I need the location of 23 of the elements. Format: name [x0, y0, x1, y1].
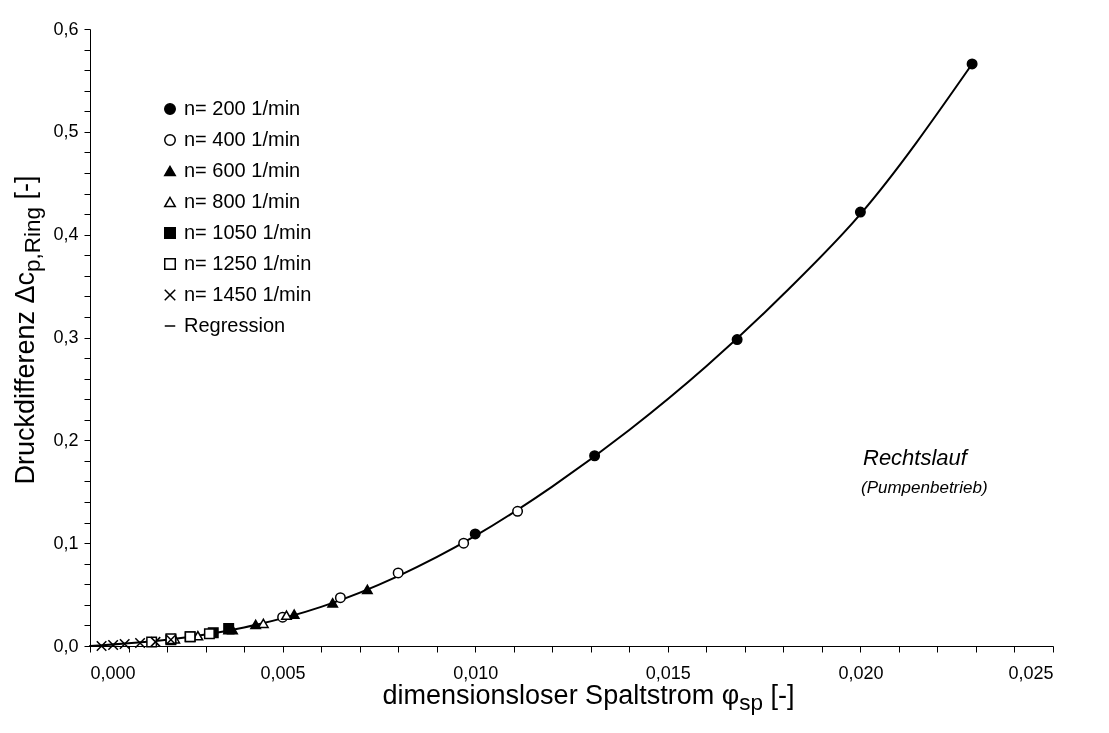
y-tick-label: 0,3 — [53, 327, 79, 347]
y-tick-label: 0,1 — [53, 532, 79, 553]
legend-label: n= 200 1/min — [184, 97, 301, 119]
x-tick-label: 0,025 — [1008, 662, 1054, 683]
x-tick-label: 0,005 — [260, 662, 306, 683]
x-tick-label: 0,010 — [453, 662, 499, 683]
y-tick-label: 0,2 — [53, 429, 79, 450]
legend-label: n= 1250 1/min — [184, 252, 312, 274]
x-tick-label: 0,015 — [645, 662, 691, 683]
y-tick-label: 0,0 — [53, 635, 79, 656]
y-tick-label: 0,4 — [53, 224, 79, 245]
legend-label: n= 800 1/min — [184, 190, 301, 212]
x-tick-label: 0,000 — [90, 662, 136, 683]
legend-label: n= 1450 1/min — [184, 283, 312, 305]
y-tick-label: 0,5 — [53, 121, 79, 142]
legend-label: n= 400 1/min — [184, 128, 301, 150]
annotation: (Pumpenbetrieb) — [861, 478, 988, 497]
x-tick-label: 0,020 — [838, 662, 884, 683]
annotation: Rechtslauf — [863, 445, 970, 470]
legend-label: n= 600 1/min — [184, 159, 301, 181]
legend-label: Regression — [184, 314, 286, 336]
legend-label: n= 1050 1/min — [184, 221, 312, 243]
y-tick-label: 0,6 — [53, 18, 79, 39]
